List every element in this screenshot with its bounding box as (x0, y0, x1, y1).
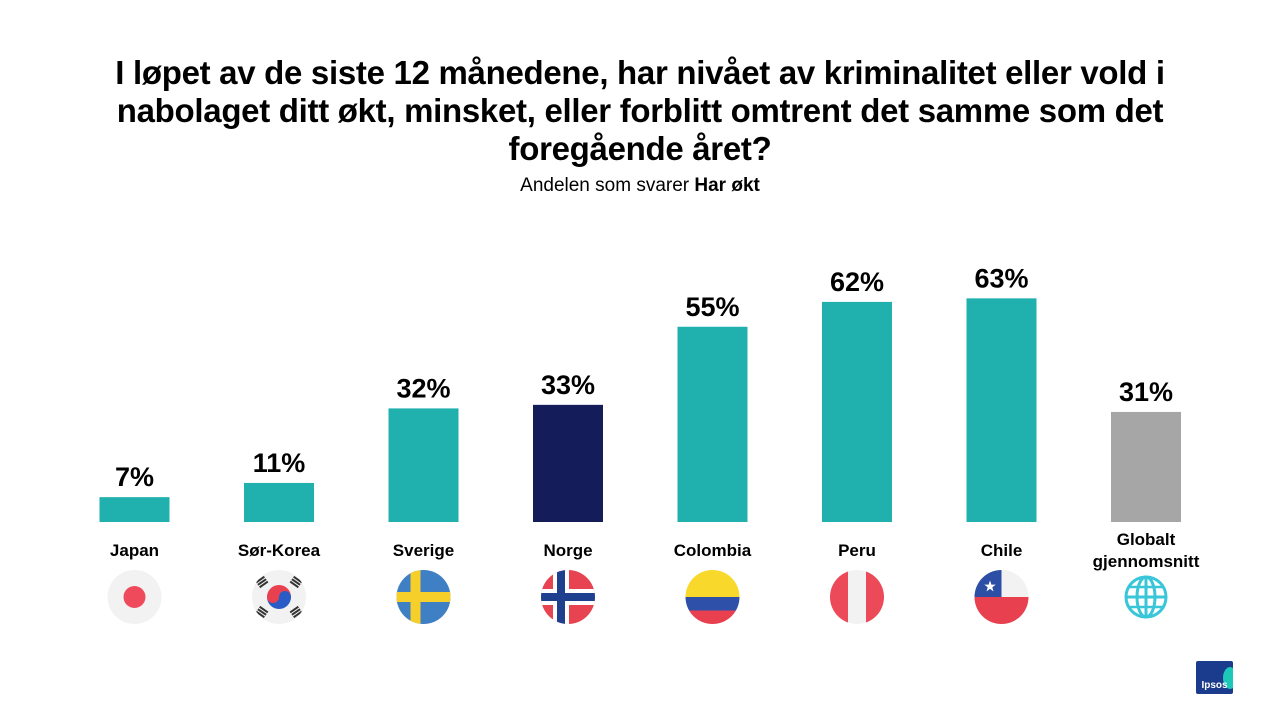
subtitle-highlight: Har økt (694, 175, 760, 196)
category-label: Sør-Korea (238, 541, 321, 560)
chart-subtitle: Andelen som svarer Har økt (40, 174, 1240, 198)
value-label: 55% (685, 292, 739, 322)
value-label: 11% (253, 448, 306, 478)
category-label: Colombia (674, 541, 752, 560)
category-label: Globalt gjennomsnitt (1093, 530, 1200, 571)
peru-flag-icon (830, 570, 884, 624)
bar-chile (966, 298, 1037, 522)
chart-title: I løpet av de siste 12 månedene, har niv… (115, 54, 1165, 167)
bar-peru (822, 301, 892, 522)
value-label: 32% (396, 373, 450, 403)
value-label: 63% (974, 263, 1028, 293)
value-label: 33% (541, 370, 595, 400)
category-label: Norge (543, 541, 592, 560)
bar-sør-korea (244, 482, 314, 522)
japan-flag-icon (107, 570, 162, 624)
bar-japan (99, 497, 170, 522)
category-label: Chile (981, 541, 1023, 560)
value-label: 7% (115, 462, 154, 492)
chile-flag-icon (974, 570, 1029, 624)
ipsos-logo: Ipsos (1196, 661, 1233, 694)
south-korea-flag-icon (252, 570, 306, 624)
category-label: Japan (110, 541, 159, 560)
bar-sverige (388, 408, 459, 522)
bar-colombia (677, 326, 748, 522)
ipsos-logo-text: Ipsos (1201, 680, 1228, 691)
colombia-flag-icon (685, 570, 740, 624)
category-label: Sverige (393, 541, 454, 560)
bar-norge (533, 404, 603, 522)
globe-icon (1124, 575, 1168, 619)
norway-flag-icon (541, 570, 595, 624)
value-label: 31% (1119, 377, 1173, 407)
value-label: 62% (830, 267, 884, 297)
category-label: Peru (838, 541, 876, 560)
bar-globalt-gjennomsnitt (1111, 411, 1181, 522)
subtitle-prefix: Andelen som svarer (520, 175, 695, 196)
sweden-flag-icon (396, 570, 451, 624)
